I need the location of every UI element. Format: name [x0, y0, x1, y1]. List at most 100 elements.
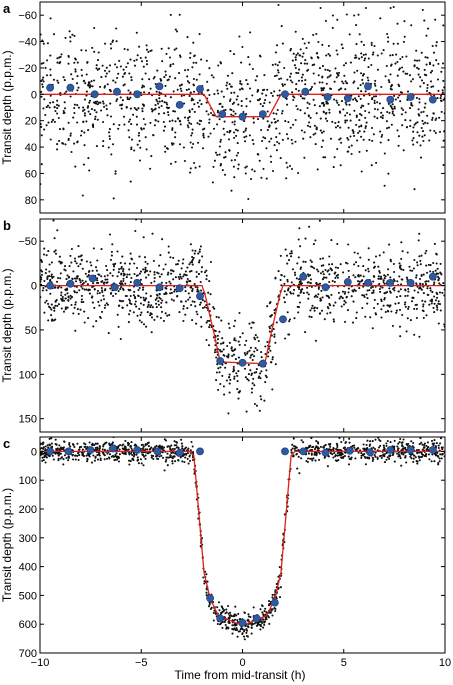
raw-point: [418, 443, 421, 446]
raw-point: [323, 318, 326, 321]
raw-point: [436, 97, 439, 100]
raw-point: [245, 105, 248, 108]
raw-point: [191, 132, 194, 135]
raw-point: [335, 49, 338, 52]
raw-point: [271, 596, 274, 599]
raw-point: [47, 319, 50, 322]
raw-point: [286, 311, 289, 314]
raw-point: [331, 263, 334, 266]
raw-point: [193, 283, 196, 286]
raw-point: [438, 303, 442, 306]
raw-point: [135, 58, 138, 61]
raw-point: [259, 97, 262, 100]
raw-point: [421, 443, 424, 446]
raw-point: [307, 452, 310, 455]
raw-point: [99, 457, 102, 460]
raw-point: [314, 132, 317, 135]
raw-point: [166, 103, 169, 106]
raw-point: [245, 628, 248, 631]
raw-point: [374, 438, 377, 441]
raw-point: [52, 219, 55, 222]
raw-point: [153, 280, 156, 283]
raw-point: [228, 616, 231, 619]
raw-point: [69, 445, 72, 448]
raw-point: [102, 298, 106, 301]
raw-point: [344, 88, 347, 91]
raw-point: [400, 257, 403, 260]
raw-point: [438, 282, 441, 285]
raw-point: [380, 135, 383, 138]
raw-point: [109, 287, 112, 290]
raw-point: [423, 444, 426, 447]
raw-point: [171, 462, 174, 465]
raw-point: [274, 51, 277, 54]
raw-point: [320, 289, 323, 292]
raw-point: [358, 119, 361, 122]
raw-point: [166, 456, 169, 459]
raw-point: [364, 109, 367, 113]
raw-point: [150, 331, 153, 334]
raw-point: [149, 87, 152, 90]
raw-point: [416, 285, 419, 288]
raw-point: [42, 61, 45, 65]
raw-point: [322, 446, 325, 449]
raw-point: [294, 66, 297, 70]
raw-point: [240, 100, 243, 103]
raw-point: [275, 136, 278, 139]
raw-point: [362, 138, 365, 141]
raw-point: [303, 62, 306, 65]
raw-point: [105, 108, 108, 111]
raw-point: [127, 129, 130, 132]
raw-point: [354, 276, 357, 279]
raw-point: [134, 300, 137, 303]
raw-point: [80, 254, 83, 257]
raw-point: [175, 444, 178, 447]
raw-point: [81, 267, 84, 270]
raw-point: [371, 327, 374, 330]
raw-point: [438, 116, 441, 119]
raw-point: [346, 111, 349, 115]
raw-point: [277, 71, 280, 74]
raw-point: [423, 19, 426, 22]
raw-point: [312, 457, 315, 460]
raw-point: [105, 66, 108, 69]
raw-point: [433, 242, 436, 245]
raw-point: [322, 111, 325, 114]
raw-point: [222, 127, 225, 130]
raw-point: [202, 132, 205, 135]
raw-point: [326, 76, 329, 79]
raw-point: [80, 259, 83, 262]
raw-point: [50, 437, 53, 440]
raw-point: [393, 439, 396, 442]
raw-point: [253, 384, 256, 387]
raw-point: [336, 101, 339, 104]
raw-point: [132, 113, 135, 116]
raw-point: [335, 459, 338, 463]
raw-point: [42, 441, 45, 444]
binned-point: [343, 94, 352, 103]
raw-point: [433, 439, 436, 442]
raw-point: [418, 459, 421, 462]
raw-point: [225, 608, 228, 611]
raw-point: [299, 267, 302, 271]
raw-point: [261, 92, 264, 95]
raw-point: [130, 303, 133, 306]
raw-point: [368, 457, 371, 460]
raw-point: [237, 103, 240, 106]
raw-point: [150, 454, 153, 457]
raw-point: [310, 307, 313, 310]
raw-point: [416, 66, 419, 69]
raw-point: [281, 83, 284, 86]
raw-point: [166, 314, 169, 317]
raw-point: [408, 107, 412, 110]
raw-point: [413, 333, 416, 336]
raw-point: [101, 64, 104, 67]
raw-point: [190, 99, 193, 102]
raw-point: [71, 33, 74, 36]
raw-point: [128, 453, 131, 456]
raw-point: [185, 280, 188, 283]
raw-point: [291, 447, 294, 450]
raw-point: [44, 272, 47, 275]
raw-point: [205, 278, 208, 281]
raw-point: [260, 604, 264, 607]
